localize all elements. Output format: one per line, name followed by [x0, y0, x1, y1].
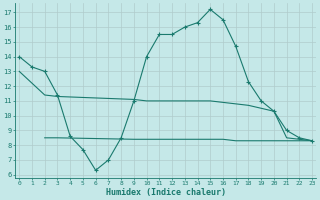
X-axis label: Humidex (Indice chaleur): Humidex (Indice chaleur)	[106, 188, 226, 197]
